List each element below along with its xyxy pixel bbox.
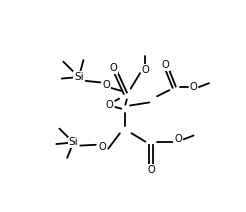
Text: O: O: [162, 60, 169, 70]
Text: O: O: [190, 82, 197, 92]
Text: O: O: [147, 165, 155, 175]
Text: O: O: [110, 63, 118, 73]
Text: O: O: [174, 134, 182, 144]
Text: O: O: [98, 142, 106, 152]
Text: O: O: [142, 65, 149, 75]
Text: Si: Si: [74, 72, 84, 82]
Text: O: O: [106, 100, 114, 110]
Text: O: O: [102, 81, 110, 91]
Text: Si: Si: [69, 137, 78, 148]
